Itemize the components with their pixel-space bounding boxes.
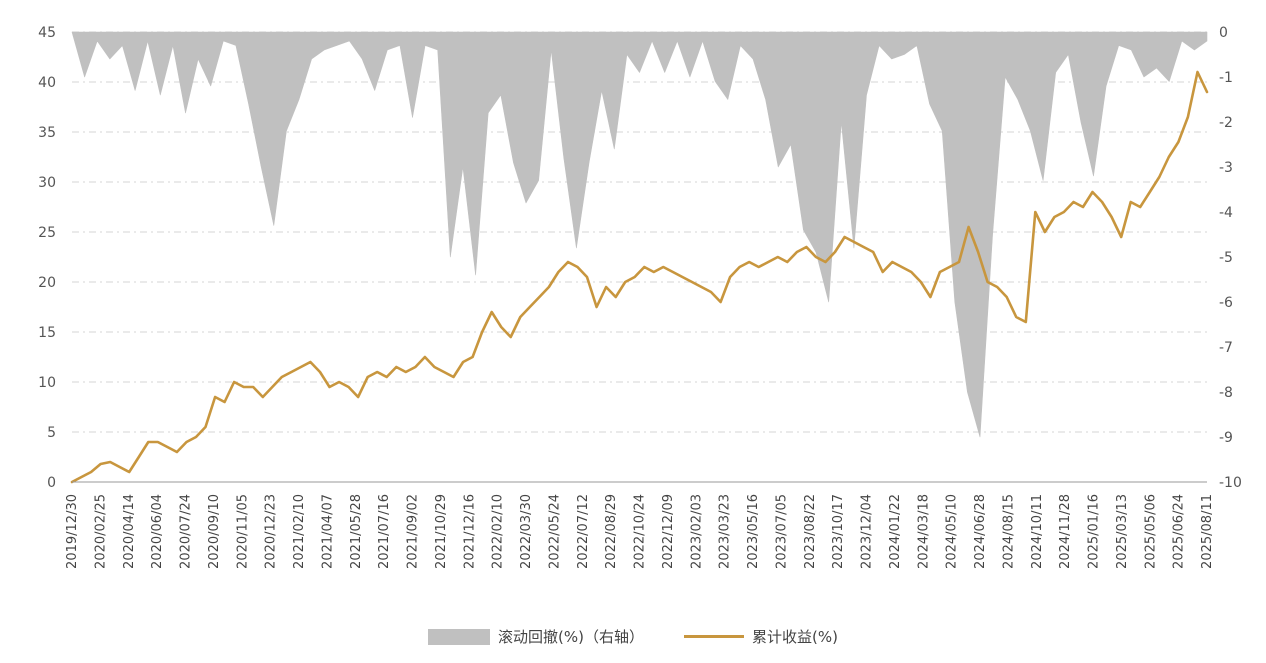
x-tick-label: 2020/09/10 bbox=[207, 494, 222, 569]
x-tick-label: 2023/10/17 bbox=[831, 494, 846, 569]
right-y-tick-label: -2 bbox=[1219, 115, 1233, 131]
drawdown-area bbox=[71, 31, 1208, 438]
cumulative-return-line bbox=[70, 70, 1209, 484]
right-y-tick-label: -4 bbox=[1219, 205, 1233, 221]
left-y-tick-label: 30 bbox=[38, 175, 56, 191]
left-y-tick-label: 25 bbox=[38, 225, 56, 241]
x-tick-label: 2022/05/24 bbox=[547, 494, 562, 569]
left-y-tick-label: 40 bbox=[38, 75, 56, 91]
x-tick-label: 2022/02/10 bbox=[491, 494, 506, 569]
left-y-tick-label: 15 bbox=[38, 325, 56, 341]
x-tick-label: 2022/10/24 bbox=[633, 494, 648, 569]
x-tick-label: 2024/08/15 bbox=[1001, 494, 1016, 569]
x-tick-label: 2023/05/16 bbox=[746, 494, 761, 569]
x-tick-label: 2025/06/24 bbox=[1172, 494, 1187, 569]
x-tick-label: 2023/03/23 bbox=[718, 494, 733, 569]
right-y-tick-label: -3 bbox=[1219, 160, 1233, 176]
x-tick-label: 2025/05/06 bbox=[1143, 494, 1158, 569]
x-tick-label: 2024/05/10 bbox=[945, 494, 960, 569]
right-y-tick-label: -10 bbox=[1219, 475, 1242, 491]
x-tick-label: 2021/12/16 bbox=[462, 494, 477, 569]
legend-swatch-drawdown bbox=[428, 628, 491, 645]
x-tick-label: 2020/04/14 bbox=[122, 494, 137, 569]
x-tick-label: 2022/07/12 bbox=[576, 494, 591, 569]
right-y-tick-label: -6 bbox=[1219, 295, 1233, 311]
left-y-tick-label: 35 bbox=[38, 125, 56, 141]
x-tick-label: 2025/01/16 bbox=[1087, 494, 1102, 569]
x-tick-label: 2024/10/11 bbox=[1030, 494, 1045, 569]
x-tick-label: 2020/02/25 bbox=[93, 494, 108, 569]
legend-label-drawdown: 滚动回撤(%)（右轴） bbox=[498, 628, 644, 646]
x-tick-label: 2025/03/13 bbox=[1115, 494, 1130, 569]
right-y-tick-label: -1 bbox=[1219, 70, 1233, 86]
x-tick-label: 2024/11/28 bbox=[1058, 494, 1073, 569]
x-tick-label: 2021/09/02 bbox=[406, 494, 421, 569]
x-tick-label: 2022/08/29 bbox=[604, 494, 619, 569]
x-tick-label: 2021/10/29 bbox=[434, 494, 449, 569]
legend-label-cumulative: 累计收益(%) bbox=[752, 628, 838, 646]
x-tick-label: 2024/01/22 bbox=[888, 494, 903, 569]
cumulative-return-line-series bbox=[70, 70, 1209, 484]
x-tick-label: 2021/04/07 bbox=[320, 494, 335, 569]
x-tick-label: 2020/11/05 bbox=[235, 494, 250, 569]
left-y-tick-label: 45 bbox=[38, 25, 56, 41]
x-tick-label: 2025/08/11 bbox=[1200, 494, 1215, 569]
left-y-tick-label: 20 bbox=[38, 275, 56, 291]
drawdown-area-series bbox=[71, 31, 1208, 438]
right-y-tick-label: -8 bbox=[1219, 385, 1233, 401]
right-y-axis: -10-9-8-7-6-5-4-3-2-10 bbox=[1219, 25, 1242, 491]
x-tick-label: 2024/06/28 bbox=[973, 494, 988, 569]
x-tick-label: 2021/07/16 bbox=[377, 494, 392, 569]
x-tick-label: 2019/12/30 bbox=[65, 494, 80, 569]
x-tick-label: 2023/08/22 bbox=[803, 494, 818, 569]
legend-swatch-cumulative bbox=[684, 635, 744, 638]
right-y-tick-label: 0 bbox=[1219, 25, 1228, 41]
x-tick-label: 2022/12/09 bbox=[661, 494, 676, 569]
legend-item-drawdown: 滚动回撤(%)（右轴） bbox=[428, 626, 644, 647]
x-tick-label: 2021/05/28 bbox=[349, 494, 364, 569]
left-y-tick-label: 5 bbox=[47, 425, 56, 441]
right-y-tick-label: -7 bbox=[1219, 340, 1233, 356]
x-tick-label: 2020/06/04 bbox=[150, 494, 165, 569]
legend: 滚动回撤(%)（右轴） 累计收益(%) bbox=[0, 626, 1266, 647]
x-tick-label: 2020/07/24 bbox=[179, 494, 194, 569]
x-tick-label: 2023/07/05 bbox=[774, 494, 789, 569]
x-tick-label: 2022/03/30 bbox=[519, 494, 534, 569]
x-tick-label: 2023/12/04 bbox=[860, 494, 875, 569]
x-axis: 2019/12/30 2020/02/25 2020/04/14 2020/06/04… bbox=[65, 481, 1215, 569]
x-tick-label: 2020/12/23 bbox=[264, 494, 279, 569]
left-y-tick-label: 10 bbox=[38, 375, 56, 391]
right-y-tick-label: -5 bbox=[1219, 250, 1233, 266]
x-tick-label: 2024/03/18 bbox=[916, 494, 931, 569]
x-tick-label: 2021/02/10 bbox=[292, 494, 307, 569]
legend-item-cumulative: 累计收益(%) bbox=[684, 626, 838, 647]
left-y-axis: 0 5 10 15 20 25 30 35 40 45 bbox=[38, 25, 56, 491]
right-y-tick-label: -9 bbox=[1219, 430, 1233, 446]
left-y-tick-label: 0 bbox=[47, 475, 56, 491]
x-tick-label: 2023/02/03 bbox=[689, 494, 704, 569]
